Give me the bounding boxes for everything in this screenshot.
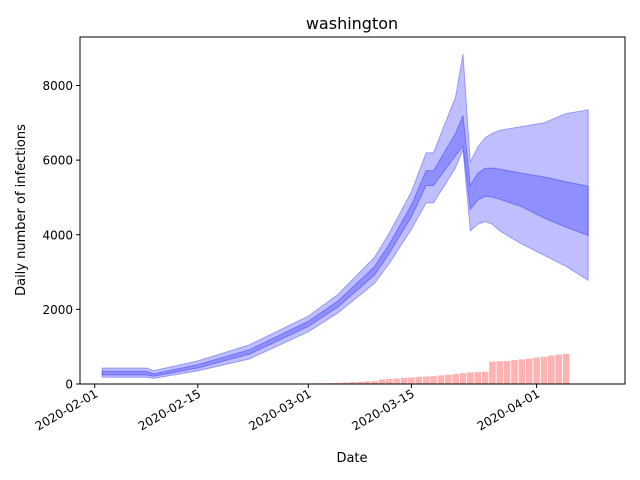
observed-bar	[378, 379, 386, 384]
observed-bar	[356, 381, 364, 384]
outer-interval-band	[101, 53, 589, 379]
observed-bar	[349, 382, 356, 384]
observed-bar	[422, 376, 430, 384]
observed-bar	[474, 372, 481, 384]
observed-bar	[548, 355, 555, 384]
observed-bar	[481, 371, 489, 384]
x-tick-label: 2020-03-15	[349, 386, 416, 433]
y-axis: 0 2000 4000 6000 8000	[42, 79, 80, 392]
observed-bar	[363, 381, 371, 384]
y-tick-label: 2000	[42, 303, 73, 317]
observed-bar	[503, 360, 511, 384]
observed-bar	[540, 356, 548, 384]
observed-bar	[562, 353, 570, 384]
chart-title: washington	[306, 14, 398, 33]
observed-bar	[393, 378, 400, 384]
inner-interval-band	[101, 115, 589, 377]
observed-bar	[400, 378, 408, 384]
y-tick-label: 0	[65, 378, 73, 392]
x-tick-label: 2020-04-01	[475, 386, 542, 433]
observed-bar	[518, 359, 526, 384]
observed-bar	[525, 358, 533, 384]
y-tick-label: 4000	[42, 228, 73, 242]
observed-bar	[467, 372, 474, 384]
observed-bar	[334, 382, 342, 384]
x-tick-label: 2020-03-01	[246, 386, 313, 433]
x-tick-label: 2020-02-15	[136, 386, 203, 433]
observed-bar	[533, 357, 540, 384]
plot-area	[101, 53, 589, 384]
y-tick-label: 6000	[42, 154, 73, 168]
observed-bar	[386, 379, 393, 384]
observed-bar	[430, 376, 437, 384]
observed-bar	[415, 376, 423, 384]
observed-bar	[496, 361, 504, 384]
observed-bar	[341, 382, 349, 384]
observed-bar	[371, 381, 378, 384]
x-axis: 2020-02-01 2020-02-15 2020-03-01 2020-03-15…	[33, 384, 542, 433]
plot-frame	[79, 36, 626, 385]
observed-bar	[452, 373, 459, 384]
observed-bar	[489, 361, 496, 384]
x-tick-label: 2020-02-01	[33, 386, 100, 433]
observed-bar	[437, 375, 445, 384]
observed-bar	[459, 373, 467, 384]
x-axis-label: Date	[336, 451, 367, 466]
y-axis-label: Daily number of infections	[14, 124, 29, 296]
observed-bar	[444, 374, 452, 384]
observed-bar	[555, 354, 562, 384]
observed-bar	[511, 360, 518, 384]
y-tick-label: 8000	[42, 79, 73, 93]
observed-bar	[408, 377, 415, 384]
